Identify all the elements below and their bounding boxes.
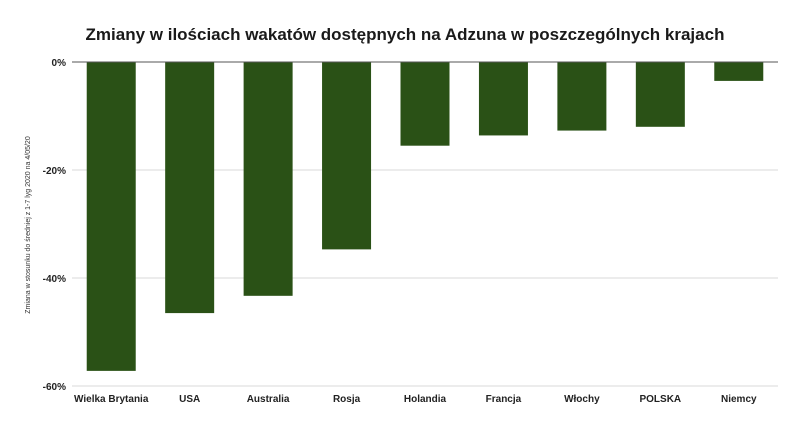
bars xyxy=(72,61,778,371)
category-label: Włochy xyxy=(564,394,600,405)
category-label: Holandia xyxy=(404,394,447,405)
bar xyxy=(322,62,372,250)
y-tick-labels: 0% -20% -40% -60% xyxy=(43,58,66,393)
category-label: Francja xyxy=(486,394,522,405)
category-label: Niemcy xyxy=(721,394,757,405)
bar xyxy=(165,62,215,314)
bar xyxy=(635,62,685,127)
category-label: Wielka Brytania xyxy=(74,394,149,405)
bar xyxy=(243,62,293,296)
y-tick-label: -60% xyxy=(43,382,66,393)
category-label: Australia xyxy=(247,394,290,405)
bar xyxy=(557,62,607,131)
bar xyxy=(86,62,136,371)
category-labels: Wielka Brytania USA Australia Rosja Holandia… xyxy=(74,394,757,405)
y-tick-label: -20% xyxy=(43,166,66,177)
bar xyxy=(400,62,450,146)
category-label: Rosja xyxy=(333,394,361,405)
category-label: USA xyxy=(179,394,200,405)
y-tick-label: 0% xyxy=(52,58,67,69)
chart-title: Zmiany w ilościach wakatów dostępnych na… xyxy=(86,25,725,44)
y-axis-label: Zmiana w stosunku do średniej z 1-7 lyg … xyxy=(25,136,32,314)
category-label: POLSKA xyxy=(639,394,681,405)
bar xyxy=(714,62,764,81)
bar xyxy=(478,62,528,136)
y-tick-label: -40% xyxy=(43,274,66,285)
